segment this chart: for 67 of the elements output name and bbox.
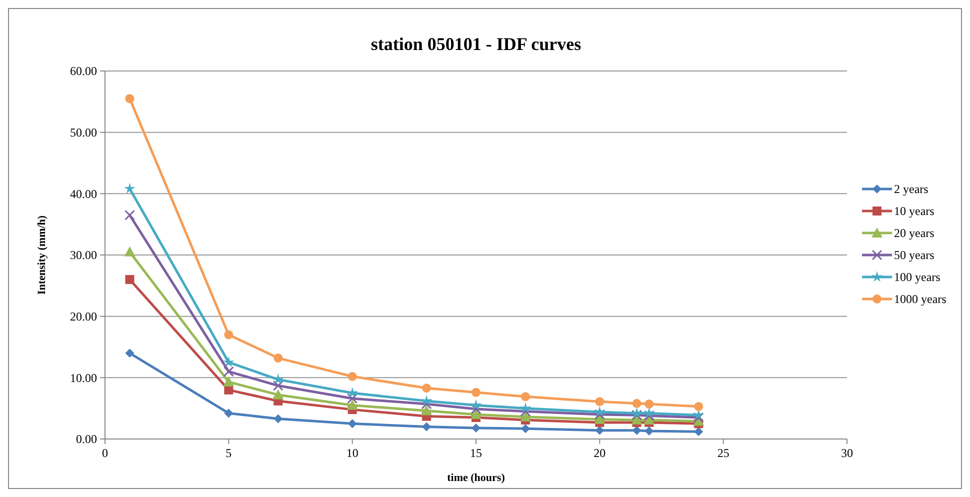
point (346, 400, 358, 410)
point (223, 366, 234, 377)
legend-label: 10 years (894, 204, 935, 218)
point (272, 380, 284, 391)
point (274, 414, 283, 424)
point (632, 426, 642, 435)
point (694, 427, 704, 436)
point (348, 419, 357, 428)
point (470, 408, 482, 419)
point (421, 405, 432, 416)
legend-label: 20 years (894, 226, 935, 240)
point (594, 409, 605, 420)
point (274, 354, 283, 363)
y-tick-label: 50.00 (70, 126, 97, 140)
point (223, 376, 234, 386)
point (125, 275, 134, 284)
point (222, 356, 234, 368)
y-tick-label: 0.00 (76, 432, 97, 446)
point (224, 408, 234, 418)
legend-label: 1000 years (894, 292, 947, 306)
point (125, 348, 134, 358)
point (694, 402, 704, 411)
x-tick-label: 25 (717, 446, 730, 460)
point (632, 398, 642, 408)
x-axis-title: time (hours) (447, 472, 506, 484)
point (472, 388, 480, 397)
y-tick-label: 30.00 (70, 248, 97, 262)
x-tick-label: 0 (102, 446, 108, 460)
point (420, 394, 432, 406)
point (693, 412, 704, 423)
point (125, 94, 134, 104)
point (470, 399, 482, 410)
legend-label: 2 years (894, 182, 929, 196)
x-tick-label: 20 (594, 446, 606, 460)
point (224, 330, 234, 340)
point (470, 404, 482, 414)
y-tick-label: 20.00 (70, 310, 97, 324)
legend-label: 100 years (894, 270, 941, 284)
point (348, 372, 357, 381)
y-tick-label: 60.00 (70, 64, 97, 78)
legend-label: 50 years (894, 248, 935, 262)
point (520, 411, 531, 422)
chart-title: station 050101 - IDF curves (370, 34, 582, 54)
point (594, 406, 606, 417)
point (472, 423, 480, 432)
point (644, 400, 654, 409)
x-tick-label: 30 (841, 446, 853, 460)
y-axis-title: Intensity (mm/h) (36, 215, 48, 295)
point (595, 397, 604, 406)
point (643, 407, 655, 418)
point (347, 393, 358, 404)
point (422, 422, 432, 432)
point (520, 406, 531, 417)
x-tick-label: 10 (346, 446, 358, 460)
point (520, 392, 530, 402)
point (124, 210, 135, 220)
point (124, 182, 136, 194)
y-tick-label: 40.00 (70, 186, 97, 201)
y-tick-label: 10.00 (70, 370, 97, 385)
x-tick-label: 15 (470, 446, 482, 460)
point (422, 384, 432, 393)
point (520, 402, 532, 414)
x-tick-label: 5 (226, 446, 232, 460)
point (124, 246, 136, 256)
point (692, 409, 704, 420)
point (272, 389, 284, 400)
point (595, 426, 604, 435)
